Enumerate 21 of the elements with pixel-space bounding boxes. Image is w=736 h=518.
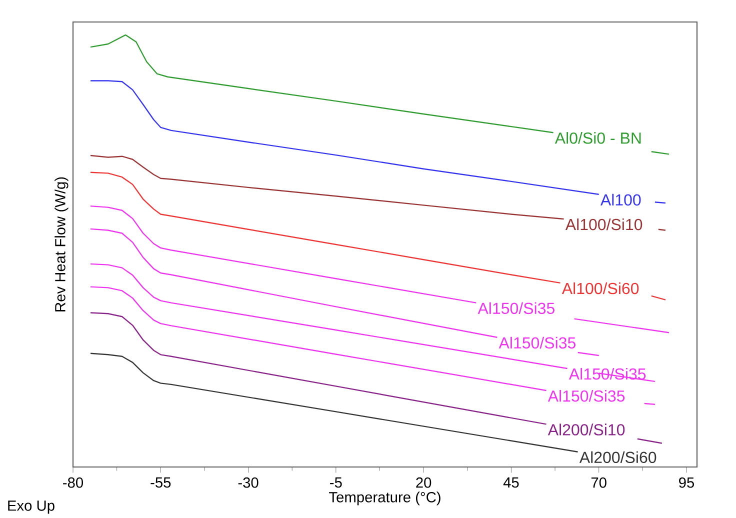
series-label: Al150/Si35 (498, 336, 576, 349)
x-tick-label: 45 (503, 477, 519, 488)
x-tick-label: 20 (416, 477, 432, 488)
x-axis-title: Temperature (°C) (329, 492, 440, 506)
x-tick-label: -30 (238, 477, 258, 488)
series-label: Al100/Si60 (562, 282, 639, 294)
x-tick-label: 70 (591, 477, 606, 488)
x-tick-label: -55 (150, 477, 171, 488)
series-label: Al0/Si0 - BN (554, 132, 641, 144)
series-label: Al200/Si60 (579, 451, 656, 464)
x-tick-label: 95 (679, 477, 694, 488)
x-tick-label: -80 (63, 477, 84, 488)
y-axis-title: Rev Heat Flow (W/g) (54, 177, 68, 312)
series-label: Al100/Si10 (565, 218, 642, 230)
series-label: Al150/Si35 (478, 302, 554, 314)
series-label: Al150/Si35 (548, 390, 625, 402)
series-label: Al200/Si10 (548, 424, 625, 436)
series-label: Al100 (600, 194, 641, 206)
series-label: Al150/Si35 (568, 368, 646, 380)
x-tick-label: -5 (330, 477, 342, 488)
text: Exo Up (8, 500, 54, 514)
